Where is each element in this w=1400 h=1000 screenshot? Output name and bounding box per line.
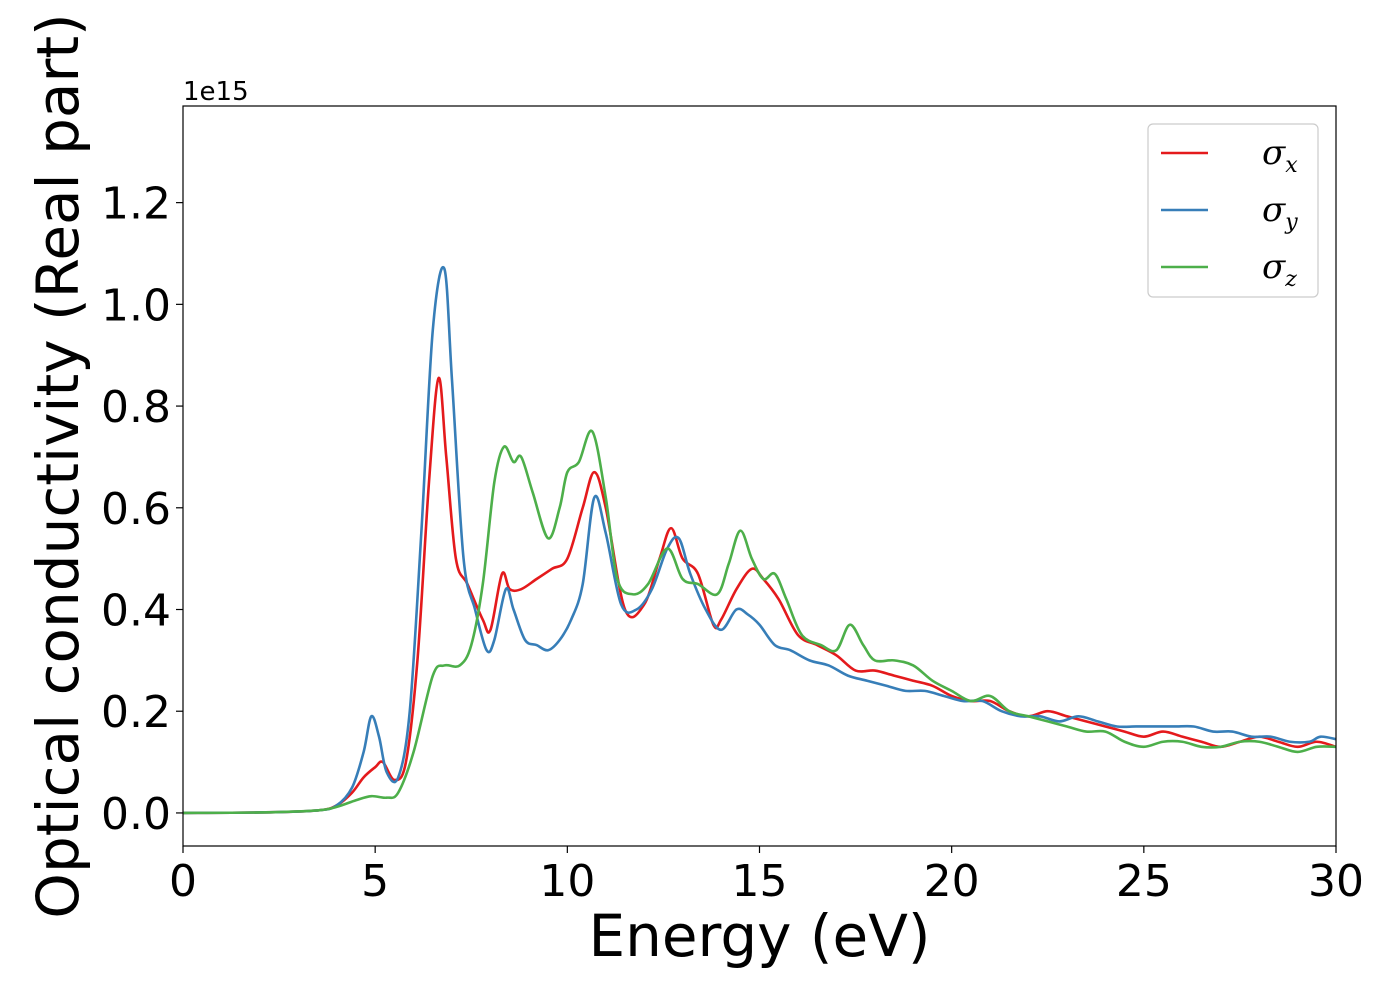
legend-label-x: σx — [1262, 133, 1298, 178]
x-tick-label: 30 — [1308, 856, 1364, 907]
x-tick-label: 0 — [169, 856, 197, 907]
y-axis: 0.0 0.2 0.4 0.6 0.8 1.0 1.2 — [101, 179, 183, 840]
x-tick-label: 25 — [1116, 856, 1172, 907]
legend-box — [1147, 123, 1319, 298]
plot-area — [183, 265, 1336, 815]
y-tick-label: 0.6 — [101, 484, 171, 535]
y-tick-label: 0.0 — [101, 789, 171, 840]
y-tick-label: 1.0 — [101, 280, 171, 331]
x-tick-label: 10 — [539, 856, 595, 907]
x-axis-label: Energy (eV) — [588, 902, 930, 970]
x-axis: 0 5 10 15 20 25 30 — [169, 846, 1364, 907]
y-tick-label: 0.4 — [101, 586, 171, 637]
legend-label-y: σy — [1262, 190, 1298, 235]
y-tick-label: 0.8 — [101, 382, 171, 433]
y-tick-label: 1.2 — [101, 179, 171, 230]
x-tick-label: 20 — [924, 856, 980, 907]
y-tick-label: 0.2 — [101, 687, 171, 738]
y-offset-label: 1e15 — [183, 77, 249, 107]
series-line-y — [183, 265, 1336, 815]
series-line-x — [183, 376, 1336, 815]
x-tick-label: 15 — [732, 856, 788, 907]
x-tick-label: 5 — [361, 856, 389, 907]
y-axis-label: Optical conductivity (Real part) — [24, 13, 92, 918]
series-line-z — [183, 429, 1336, 815]
